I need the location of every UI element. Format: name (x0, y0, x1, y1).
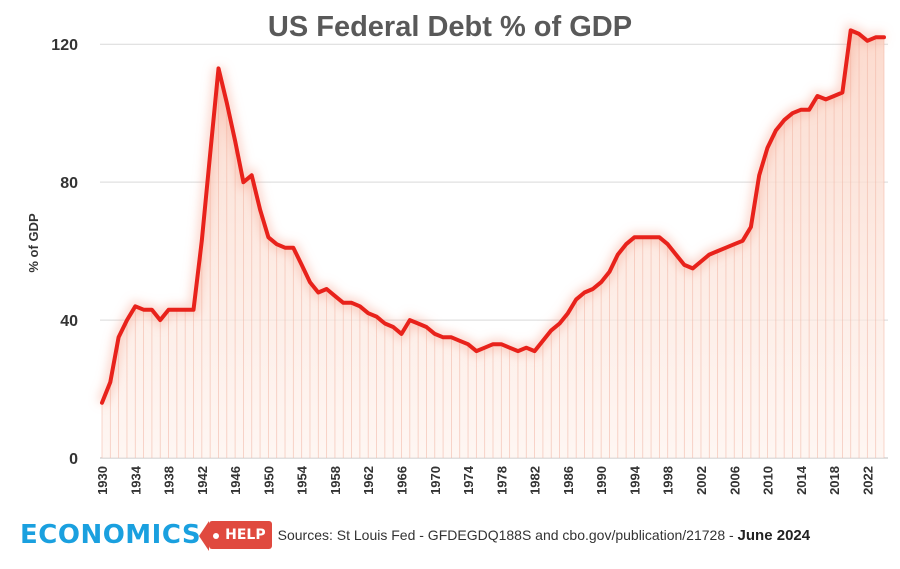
x-tick-label: 2002 (694, 466, 709, 495)
area-fill (101, 30, 885, 459)
y-ticks: 0 40 80 120 (51, 37, 78, 468)
x-tick-label: 1966 (395, 466, 410, 495)
x-tick-label: 1962 (361, 466, 376, 495)
x-tick-label: 1994 (627, 465, 642, 495)
x-tick-label: 1978 (494, 466, 509, 495)
logo-economics: ECONOMICS (20, 520, 202, 550)
x-tick-label: 2022 (860, 466, 875, 495)
x-tick-label: 2014 (794, 465, 809, 495)
source-label: Sources: St Louis Fed - GFDEGDQ188S and … (277, 526, 738, 543)
area-path (102, 30, 884, 459)
x-tick-label: 2010 (761, 466, 776, 495)
y-tick-label: 80 (60, 175, 78, 192)
x-tick-label: 1934 (128, 465, 143, 495)
x-tick-label: 1930 (95, 466, 110, 495)
y-tick-label: 40 (60, 313, 78, 330)
x-tick-label: 1958 (328, 466, 343, 495)
y-tick-label: 120 (51, 37, 78, 54)
x-tick-label: 1998 (661, 466, 676, 495)
footer: ECONOMICS HELP Sources: St Louis Fed - G… (20, 517, 810, 553)
x-tick-label: 1982 (528, 466, 543, 495)
x-ticks: 1930 1934 1938 1942 1946 1950 1954 1958 1962 1966… (95, 465, 875, 495)
x-tick-label: 1946 (228, 466, 243, 495)
series-line-group (97, 23, 886, 405)
x-tick-label: 1954 (295, 465, 310, 495)
series-line (100, 28, 886, 405)
logo-help-tag: HELP (199, 521, 272, 551)
x-tick-label: 1950 (261, 466, 276, 495)
x-tick-label: 1974 (461, 465, 476, 495)
x-tick-label: 1938 (162, 466, 177, 495)
x-tick-label: 1986 (561, 466, 576, 495)
chart-title: US Federal Debt % of GDP (268, 11, 632, 43)
source-date: June 2024 (737, 526, 811, 544)
x-tick-label: 2006 (727, 466, 742, 495)
x-tick-label: 1970 (428, 466, 443, 495)
y-axis-label: % of GDP (26, 213, 41, 273)
source-text: Sources: St Louis Fed - GFDEGDQ188S and … (278, 527, 810, 544)
x-tick-label: 1990 (594, 466, 609, 495)
x-tick-label: 2018 (827, 466, 842, 495)
y-tick-label: 0 (69, 451, 78, 468)
x-tick-label: 1942 (195, 466, 210, 495)
